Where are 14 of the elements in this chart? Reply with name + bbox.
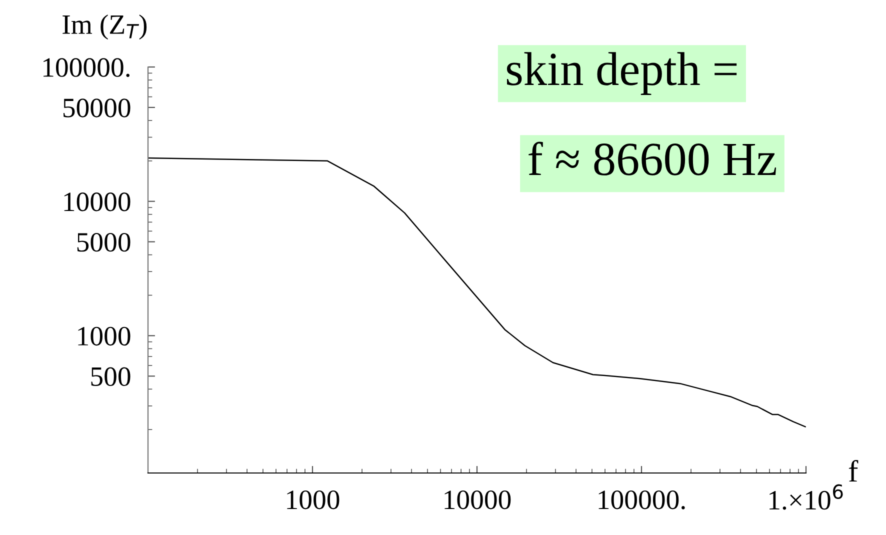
y-tick-label: 500 xyxy=(91,367,130,386)
y-tick-label: 50000 xyxy=(64,98,130,118)
y-tick-label: 1000 xyxy=(78,326,130,346)
x-axis-title: f xyxy=(848,460,858,482)
y-tick-label: 5000 xyxy=(77,232,130,252)
annotation: f ≈ 86600 Hz xyxy=(528,142,776,176)
annotation: skin depth = xyxy=(506,52,737,95)
x-tick-label: 100000. xyxy=(598,490,685,510)
y-tick-label: 10000 xyxy=(64,192,130,212)
y-axis-title: Im (Z$_{T}$) xyxy=(62,14,147,40)
x-tick-label: 1.×10$^{6}$ xyxy=(770,484,843,510)
y-tick-label: 100000. xyxy=(44,58,130,78)
x-tick-label: 1000 xyxy=(287,490,340,510)
x-tick-label: 10000 xyxy=(444,490,511,510)
